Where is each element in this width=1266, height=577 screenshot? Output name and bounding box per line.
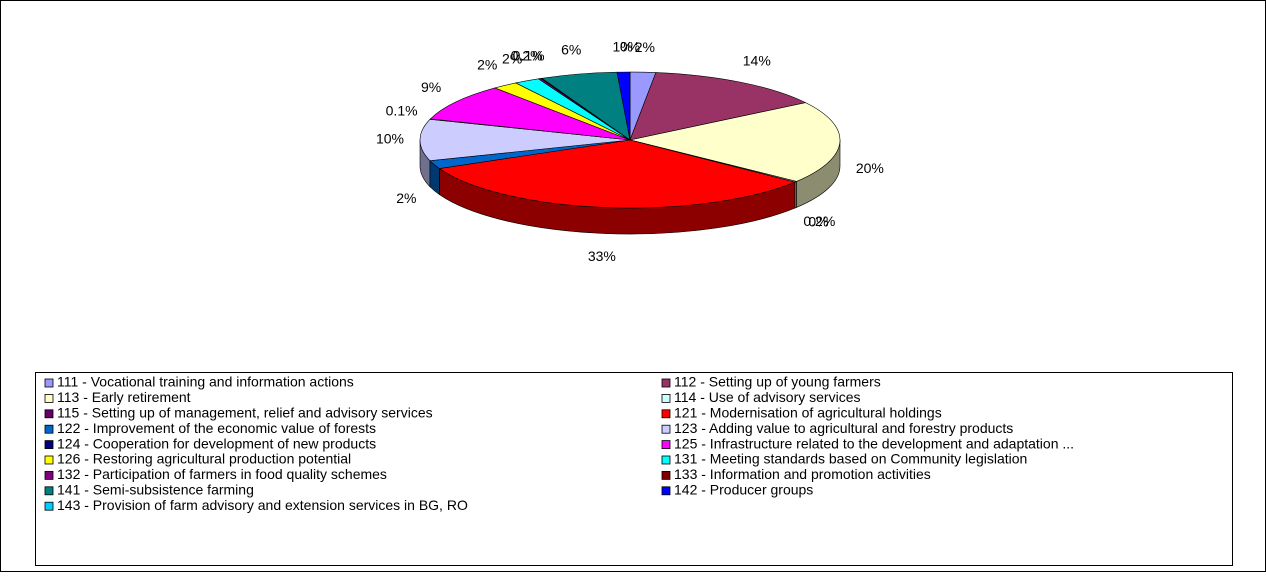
legend-label: 112 - Setting up of young farmers [674, 374, 881, 390]
data-label: 0.1% [513, 47, 545, 63]
legend-label: 142 - Producer groups [674, 482, 813, 498]
legend-label: 115 - Setting up of management, relief a… [57, 405, 433, 421]
legend-label: 114 - Use of advisory services [674, 389, 860, 405]
legend-label: 121 - Modernisation of agricultural hold… [674, 405, 942, 421]
legend-swatch [44, 486, 54, 496]
data-label: 0% [620, 39, 640, 55]
legend-swatch [661, 455, 671, 465]
slice [629, 102, 841, 182]
legend-label: 122 - Improvement of the economic value … [57, 420, 376, 436]
legend-label: 113 - Early retirement [57, 389, 191, 405]
legend-swatch [44, 378, 54, 388]
legend-swatch [44, 440, 54, 450]
data-label: 2% [396, 190, 416, 206]
data-label: 0.2% [803, 213, 835, 229]
data-label: 0% [808, 214, 828, 230]
legend-swatch [661, 470, 671, 480]
legend-label: 143 - Provision of farm advisory and ext… [57, 497, 468, 513]
slice [438, 139, 796, 209]
legend-swatch [661, 378, 671, 388]
legend-label: 123 - Adding value to agricultural and f… [674, 420, 1013, 436]
slice [419, 118, 631, 162]
legend-label: 141 - Semi-subsistence farming [57, 482, 254, 498]
data-label: 14% [743, 53, 771, 69]
data-label: 2% [635, 39, 655, 55]
data-label: 2% [477, 57, 497, 73]
legend-box [35, 372, 1233, 566]
legend-label: 125 - Infrastructure related to the deve… [674, 435, 1074, 451]
data-label: 1% [612, 39, 632, 55]
legend-label: 132 - Participation of farmers in food q… [57, 466, 387, 482]
legend-label: 126 - Restoring agricultural production … [57, 451, 351, 467]
legend-swatch [661, 409, 671, 419]
legend-label: 131 - Meeting standards based on Communi… [674, 451, 1027, 467]
data-label: 9% [421, 79, 441, 95]
legend-swatch [44, 501, 54, 511]
data-label: 2% [502, 51, 522, 67]
slice [629, 72, 807, 141]
legend-swatch [661, 440, 671, 450]
data-label: 33% [588, 248, 616, 264]
data-label: 20% [856, 160, 884, 176]
legend-swatch [661, 393, 671, 403]
legend-swatch [661, 424, 671, 434]
legend-swatch [44, 393, 54, 403]
data-label: 0.2% [511, 48, 543, 64]
legend-swatch [44, 409, 54, 419]
data-label: 0.1% [386, 102, 418, 118]
legend-swatch [44, 424, 54, 434]
legend-label: 133 - Information and promotion activiti… [674, 466, 931, 482]
legend-swatch [661, 486, 671, 496]
legend-label: 111 - Vocational training and informatio… [57, 374, 354, 390]
data-label: 10% [376, 131, 404, 147]
legend-swatch [44, 470, 54, 480]
slice [429, 87, 631, 141]
data-label: 6% [561, 42, 581, 58]
legend-swatch [44, 455, 54, 465]
legend-label: 124 - Cooperation for development of new… [57, 435, 376, 451]
